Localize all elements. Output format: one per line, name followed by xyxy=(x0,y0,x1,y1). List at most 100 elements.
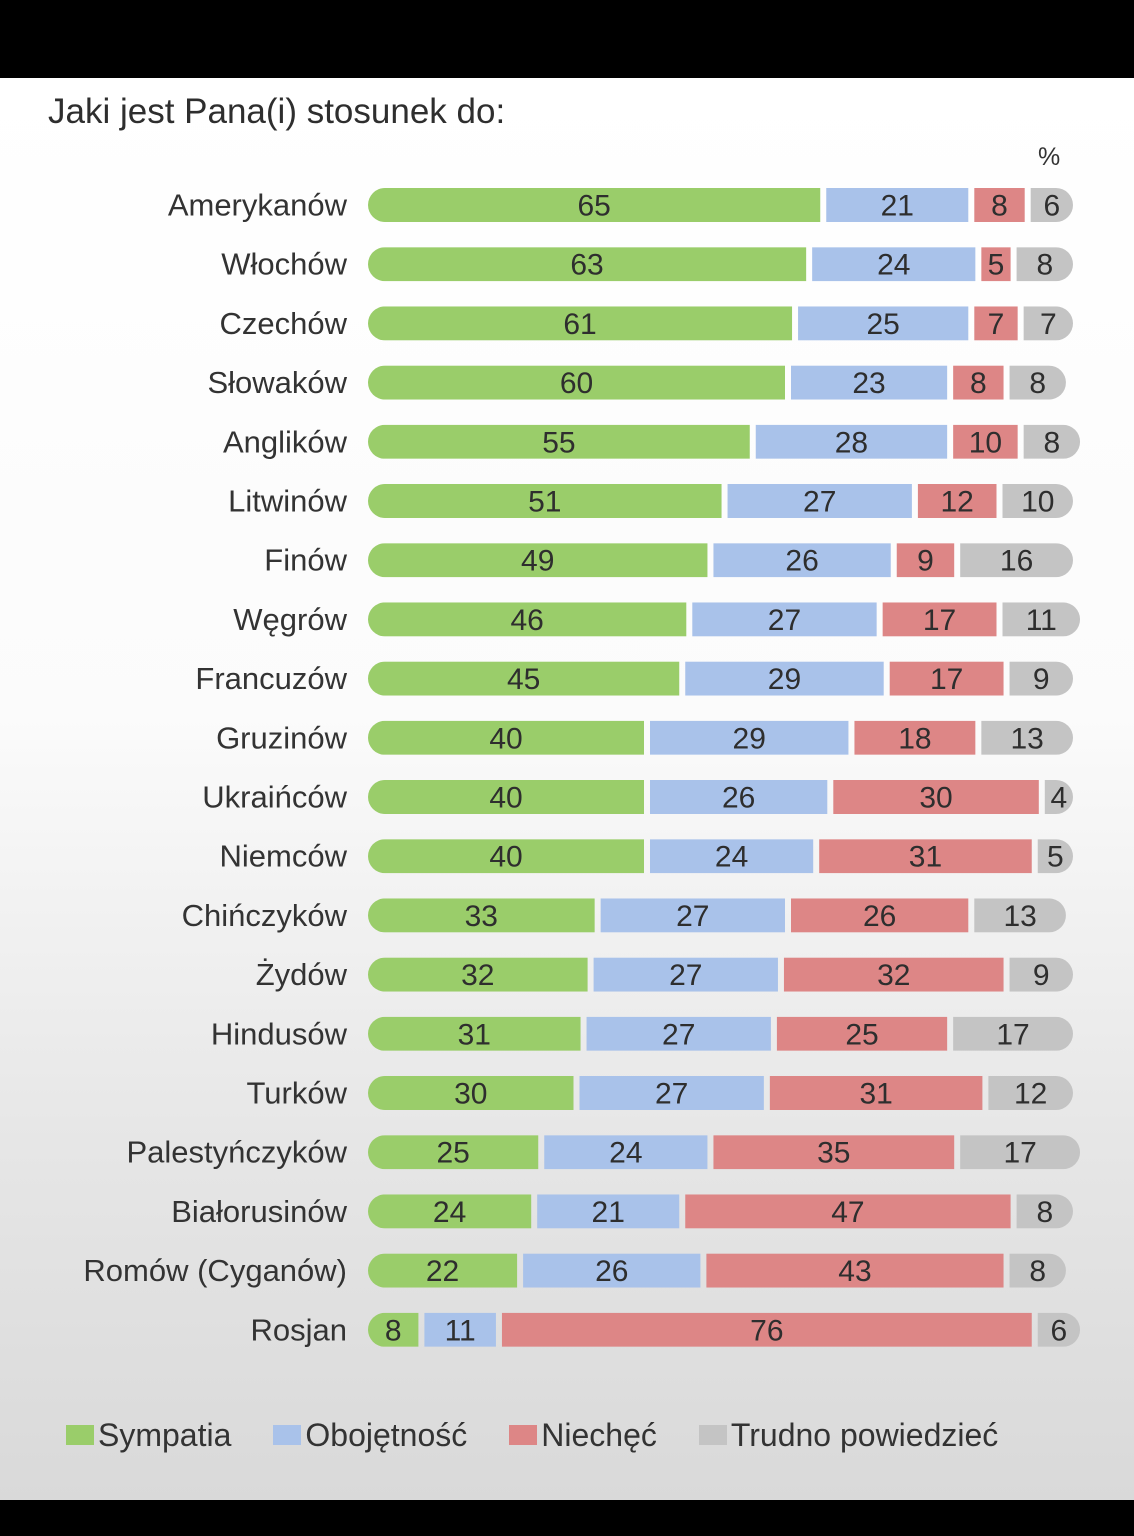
bar-segment-sympatia xyxy=(368,247,807,282)
data-label-niechec: 26 xyxy=(863,900,896,933)
data-label-trudno-powiedziec: 13 xyxy=(1010,722,1043,755)
data-label-trudno-powiedziec: 8 xyxy=(1036,1196,1053,1229)
bar-segment-trudno-powiedziec xyxy=(1002,484,1073,518)
data-label-trudno-powiedziec: 8 xyxy=(1036,249,1053,282)
data-label-sympatia: 51 xyxy=(528,486,561,519)
bar-segment-obojetnosc xyxy=(586,1016,771,1051)
bar-segment-obojetnosc xyxy=(692,602,877,637)
bar-segment-sympatia xyxy=(368,424,750,459)
bar-segment-niechec xyxy=(776,1016,948,1051)
row-label: Anglików xyxy=(223,424,348,459)
data-label-niechec: 9 xyxy=(917,545,934,578)
data-label-trudno-powiedziec: 16 xyxy=(1000,545,1033,578)
data-label-obojetnosc: 29 xyxy=(768,663,801,696)
data-label-niechec: 25 xyxy=(845,1018,878,1051)
bar-segment-trudno-powiedziec xyxy=(960,1135,1081,1170)
data-label-obojetnosc: 27 xyxy=(676,900,709,933)
bar-segment-trudno-powiedziec xyxy=(981,720,1073,755)
bar-segment-obojetnosc xyxy=(424,1312,496,1347)
data-label-sympatia: 31 xyxy=(458,1018,491,1051)
data-label-trudno-powiedziec: 11 xyxy=(1026,604,1057,637)
data-label-trudno-powiedziec: 6 xyxy=(1044,190,1061,223)
bar-segment-obojetnosc xyxy=(798,306,969,341)
bar-segment-niechec xyxy=(769,1076,983,1110)
data-label-sympatia: 33 xyxy=(465,900,498,933)
bar-segment-sympatia xyxy=(368,957,588,992)
data-label-trudno-powiedziec: 17 xyxy=(1003,1137,1036,1170)
bar-segment-trudno-powiedziec xyxy=(1009,957,1073,992)
bar-segment-sympatia xyxy=(368,780,644,814)
data-label-obojetnosc: 27 xyxy=(669,959,702,992)
data-label-niechec: 47 xyxy=(831,1196,864,1229)
row-label: Finów xyxy=(264,543,347,578)
bar-segment-sympatia xyxy=(368,484,722,518)
data-label-trudno-powiedziec: 8 xyxy=(1029,367,1046,400)
row-label: Słowaków xyxy=(207,365,347,400)
row-label: Turków xyxy=(247,1076,348,1111)
bar-segment-obojetnosc xyxy=(650,720,849,755)
data-label-obojetnosc: 21 xyxy=(881,190,914,223)
row-label: Włochów xyxy=(221,247,347,282)
data-label-trudno-powiedziec: 5 xyxy=(1047,841,1064,874)
bar-segment-obojetnosc xyxy=(650,780,828,814)
legend-swatch xyxy=(509,1425,538,1445)
data-label-obojetnosc: 27 xyxy=(803,486,836,519)
bar-row-zydow: Żydów 32 27 32 9 xyxy=(256,957,1073,992)
data-label-sympatia: 40 xyxy=(489,782,522,815)
bar-segment-trudno-powiedziec xyxy=(1037,839,1073,874)
bar-segment-niechec xyxy=(783,957,1004,992)
bar-segment-niechec xyxy=(819,839,1032,874)
bar-segment-trudno-powiedziec xyxy=(1002,602,1081,637)
bar-row-slowakow: Słowaków 60 23 8 8 xyxy=(207,365,1066,400)
bar-segment-trudno-powiedziec xyxy=(960,543,1073,578)
bar-segment-trudno-powiedziec xyxy=(1009,661,1073,696)
bar-segment-obojetnosc xyxy=(600,898,785,933)
bar-row-gruzinow: Gruzinów 40 29 18 13 xyxy=(216,720,1073,755)
bar-row-rosjan: Rosjan 8 11 76 6 xyxy=(251,1312,1081,1347)
legend-item-sympatia: Sympatia xyxy=(66,1417,231,1454)
bar-segment-sympatia xyxy=(368,188,821,222)
data-label-obojetnosc: 26 xyxy=(785,545,818,578)
bar-segment-obojetnosc xyxy=(650,839,814,874)
bar-segment-niechec xyxy=(889,661,1004,696)
data-label-niechec: 10 xyxy=(969,426,1002,459)
bar-segment-trudno-powiedziec xyxy=(1037,1312,1081,1347)
data-label-niechec: 12 xyxy=(941,486,974,519)
bar-segment-obojetnosc xyxy=(579,1076,764,1110)
bar-segment-obojetnosc xyxy=(537,1194,680,1229)
data-label-sympatia: 25 xyxy=(436,1137,469,1170)
data-label-trudno-powiedziec: 8 xyxy=(1044,426,1061,459)
row-label: Ukraińców xyxy=(202,780,347,815)
bar-segment-sympatia xyxy=(368,1194,532,1229)
data-label-sympatia: 40 xyxy=(489,722,522,755)
bar-row-turkow: Turków 30 27 31 12 xyxy=(247,1076,1073,1111)
data-label-obojetnosc: 24 xyxy=(877,249,910,282)
bar-segment-niechec xyxy=(791,898,969,933)
bar-row-palestynczykow: Palestyńczyków 25 24 35 17 xyxy=(126,1135,1081,1170)
bar-segment-obojetnosc xyxy=(791,365,948,400)
bar-segment-obojetnosc xyxy=(755,424,948,459)
legend-swatch xyxy=(273,1425,302,1445)
bar-segment-sympatia xyxy=(368,365,785,400)
data-label-obojetnosc: 23 xyxy=(852,367,885,400)
bar-segment-obojetnosc xyxy=(826,188,969,222)
bar-segment-niechec xyxy=(981,247,1011,282)
bar-row-hindusow: Hindusów 31 27 25 17 xyxy=(211,1016,1073,1051)
data-label-obojetnosc: 24 xyxy=(715,841,748,874)
data-label-niechec: 31 xyxy=(909,841,942,874)
bar-segment-trudno-powiedziec xyxy=(1016,247,1073,282)
bar-segment-niechec xyxy=(882,602,997,637)
data-label-sympatia: 46 xyxy=(510,604,543,637)
row-label: Żydów xyxy=(256,957,348,992)
row-label: Gruzinów xyxy=(216,720,348,755)
bar-segment-trudno-powiedziec xyxy=(1044,780,1073,814)
bar-segment-trudno-powiedziec xyxy=(1009,365,1066,400)
data-label-trudno-powiedziec: 13 xyxy=(1003,900,1036,933)
data-label-niechec: 8 xyxy=(970,367,987,400)
data-label-sympatia: 30 xyxy=(454,1078,487,1111)
row-label: Czechów xyxy=(220,306,348,341)
data-label-niechec: 30 xyxy=(919,782,952,815)
bar-segment-obojetnosc xyxy=(544,1135,708,1170)
legend-item-niechec: Niechęć xyxy=(509,1417,657,1454)
bar-segment-niechec xyxy=(917,484,997,518)
